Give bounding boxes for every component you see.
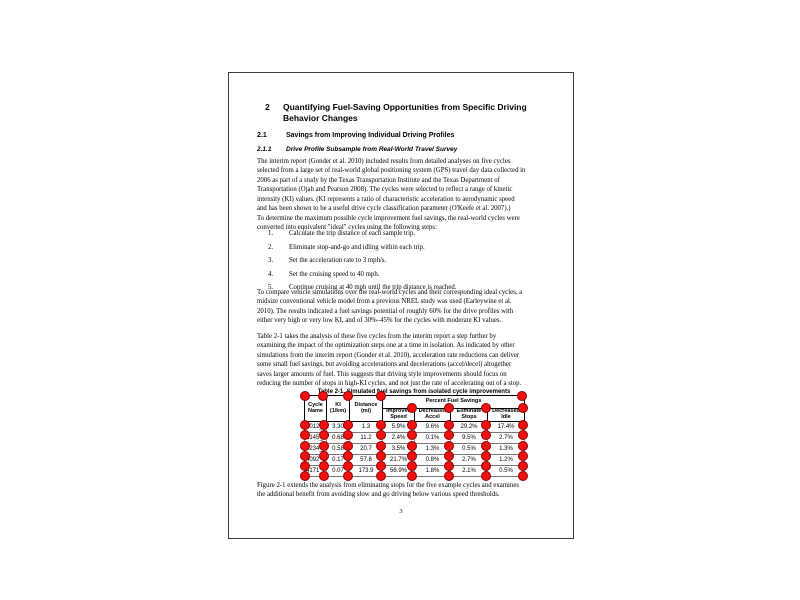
- heading-text: Quantifying Fuel-Saving Opportunities fr…: [283, 102, 527, 123]
- list-item: 3. Set the acceleration rate to 3 mph/s.: [268, 257, 387, 264]
- col-header-distance: Distance (mi): [349, 395, 383, 422]
- sub-header-decreased-accel: Decreased Accel: [414, 408, 451, 422]
- table-title: Table 2-1. Simulated fuel savings from i…: [317, 389, 511, 395]
- paragraph-intro: The interim report (Gonder et al. 2010) …: [257, 158, 526, 232]
- col-header-ki: KI (1/km): [326, 395, 350, 422]
- section-text: Savings from Improving Individual Drivin…: [286, 132, 455, 139]
- span-header-percent-fuel-savings: Percent Fuel Savings: [381, 395, 526, 409]
- sub-header-eliminate-stops: Eliminate Stops: [450, 408, 488, 422]
- list-item: 5. Continue cruising at 40 mph until the…: [268, 284, 457, 291]
- report-page: 2 Quantifying Fuel-Saving Opportunities …: [228, 72, 574, 539]
- list-item: 4. Set the cruising speed to 40 mph.: [268, 270, 380, 278]
- subsection-heading: 2.1.1 Drive Profile Subsample from Real-…: [257, 146, 557, 154]
- col-header-cycle-name: Cycle Name: [304, 395, 327, 422]
- list-item: 2. Eliminate stop-and-go and idling with…: [268, 243, 425, 251]
- table-row: 4171_1 0.07 173.9 56.9% 1.8% 2.1% 0.5%: [304, 465, 526, 477]
- heading-number: 2: [265, 102, 270, 112]
- fuel-savings-table: Cycle Name KI (1/km) Distance (mi) Perce…: [304, 395, 526, 477]
- section-number: 2.1: [257, 132, 267, 139]
- list-item: 1. Calculate the trip distance of each s…: [268, 230, 416, 237]
- sub-header-improved-speed: Improved Speed: [382, 408, 415, 422]
- page-title: 2 Quantifying Fuel-Saving Opportunities …: [265, 102, 565, 123]
- table-row: 4234_1 0.58 20.7 3.5% 1.3% 0.5% 1.3%: [304, 443, 526, 455]
- sub-header-decreased-idle: Decreased Idle: [486, 408, 526, 422]
- table-row: 4092_2 0.17 57.8 21.7% 0.8% 2.7% 1.2%: [304, 454, 526, 466]
- subsection-number: 2.1.1: [257, 146, 272, 153]
- ordered-list: 1. Calculate the trip distance of each s…: [268, 229, 548, 297]
- subsection-text: Drive Profile Subsample from Real-World …: [286, 146, 458, 153]
- section-heading: 2.1 Savings from Improving Individual Dr…: [257, 132, 557, 140]
- paragraph-simulation: To compare vehicle simulations over the …: [257, 289, 523, 325]
- page-number: 3: [399, 508, 403, 515]
- table-row: 2145_1 0.68 11.2 2.4% 0.1% 9.5% 2.7%: [304, 432, 526, 444]
- paragraph-figure-ref: Figure 2-1 extends the analysis from eli…: [257, 482, 519, 499]
- table-row: 2012_2 3.30 1.3 5.9% 9.6% 29.2% 17.4%: [304, 421, 526, 433]
- paragraph-table-analysis: Table 2-1 takes the analysis of these fi…: [257, 333, 522, 388]
